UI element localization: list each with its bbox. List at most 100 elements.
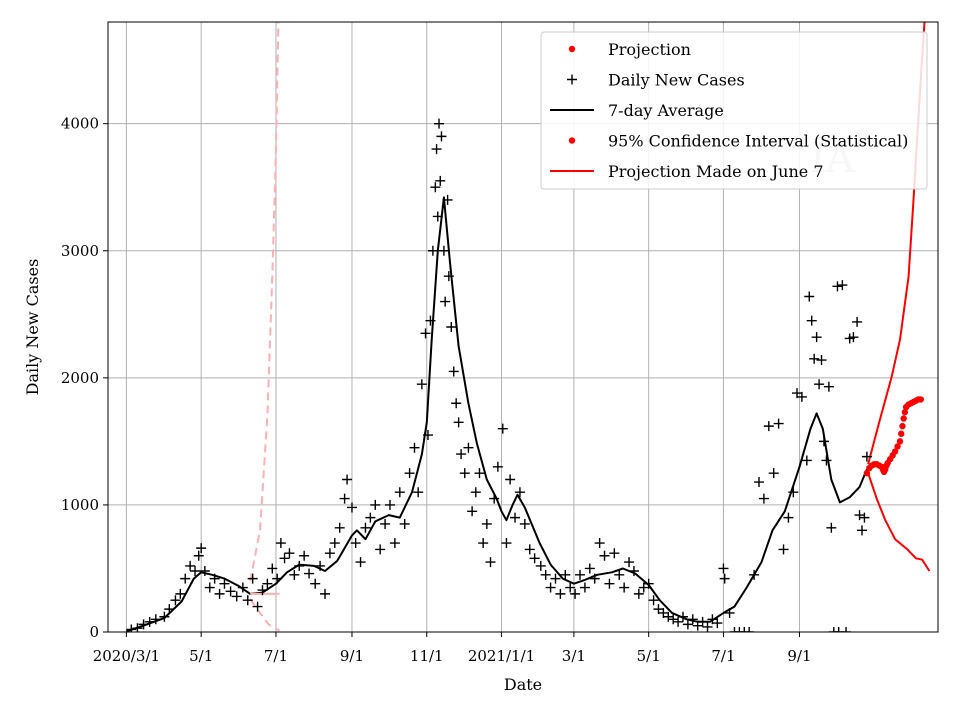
legend-label: 7-day Average (608, 101, 724, 120)
daily-case-marker (204, 582, 215, 593)
daily-case-marker (150, 614, 161, 625)
daily-case-marker (663, 611, 674, 622)
plot-frame (107, 21, 939, 633)
daily-case-marker (497, 423, 508, 434)
daily-case-marker (159, 611, 170, 622)
daily-case-marker (712, 618, 723, 629)
daily-case-marker (470, 487, 481, 498)
daily-case-marker (320, 588, 331, 599)
x-tick-label: 7/1 (711, 647, 735, 665)
daily-case-marker (289, 569, 300, 580)
daily-case-marker (409, 442, 420, 453)
daily-case-marker (673, 616, 684, 627)
daily-case-marker (190, 566, 201, 576)
daily-case-marker (467, 506, 478, 517)
x-tick-label: 9/1 (340, 647, 364, 665)
daily-case-marker (628, 566, 639, 576)
daily-case-marker (339, 493, 350, 504)
x-axis-label: Date (504, 675, 542, 694)
daily-case-marker (589, 573, 600, 584)
daily-case-marker (451, 398, 462, 409)
daily-case-marker (209, 573, 220, 584)
daily-case-marker (329, 538, 340, 549)
daily-new-cases-markers (126, 118, 872, 632)
legend-label: 95% Confidence Interval (Statistical) (608, 132, 908, 151)
x-tick-label: 11/1 (410, 647, 444, 665)
daily-case-marker (315, 560, 326, 571)
daily-case-marker (453, 417, 464, 428)
daily-case-marker (389, 538, 400, 549)
projection-dots (863, 396, 925, 477)
daily-case-marker (734, 627, 745, 632)
daily-case-marker (267, 563, 278, 574)
daily-case-marker (489, 493, 500, 504)
daily-case-marker (430, 182, 441, 193)
daily-case-marker (643, 578, 654, 589)
daily-case-marker (459, 468, 470, 479)
legend-marker-dot (568, 137, 576, 144)
daily-case-marker (579, 582, 590, 593)
projection-dot (891, 448, 899, 455)
daily-case-marker (334, 522, 345, 533)
daily-case-marker (275, 538, 286, 549)
daily-case-marker (505, 474, 516, 485)
daily-case-marker (463, 442, 474, 453)
daily-case-marker (599, 550, 610, 561)
series-line (126, 196, 868, 632)
daily-case-marker (310, 578, 321, 589)
daily-case-marker (252, 601, 263, 612)
daily-case-marker (519, 518, 530, 529)
daily-case-marker (719, 573, 730, 584)
daily-case-marker (565, 582, 576, 593)
daily-case-marker (848, 332, 859, 343)
daily-case-marker (619, 582, 630, 593)
daily-case-marker (262, 578, 273, 589)
daily-case-marker (375, 544, 386, 555)
daily-case-marker (214, 588, 225, 599)
daily-case-marker (818, 436, 829, 447)
daily-case-marker (231, 591, 242, 602)
daily-case-marker (823, 381, 834, 392)
daily-case-marker (420, 328, 431, 339)
daily-case-marker (837, 280, 848, 291)
daily-case-marker (687, 614, 698, 625)
x-tick-label: 5/1 (189, 647, 213, 665)
daily-case-marker (138, 619, 149, 630)
daily-case-marker (854, 510, 865, 521)
daily-case-marker (448, 366, 459, 377)
daily-case-marker (758, 493, 769, 504)
series-line (867, 472, 931, 572)
daily-case-marker (427, 245, 438, 256)
daily-case-marker (438, 245, 449, 256)
daily-case-marker (778, 544, 789, 555)
legend-marker-dot (568, 45, 576, 53)
daily-case-marker (811, 332, 822, 343)
daily-case-marker (806, 315, 817, 326)
daily-case-marker (399, 518, 410, 529)
daily-case-marker (510, 512, 521, 523)
daily-case-marker (365, 512, 376, 523)
daily-case-marker (394, 487, 405, 498)
daily-case-marker (749, 569, 760, 580)
x-tick-label: 7/1 (264, 647, 288, 665)
daily-case-marker (436, 131, 447, 142)
daily-case-marker (633, 588, 644, 599)
daily-case-marker (247, 573, 258, 584)
projection-dot (896, 438, 904, 445)
daily-case-marker (370, 499, 381, 510)
y-axis-ticks: 0 1000 2000 3000 4000 (61, 115, 108, 641)
legend-box (540, 31, 928, 190)
daily-case-marker (474, 468, 485, 479)
projection-dot (894, 443, 901, 450)
daily-case-marker (324, 548, 335, 559)
projection-dot (917, 396, 925, 403)
daily-case-marker (841, 627, 852, 632)
daily-case-marker (416, 379, 427, 390)
daily-case-marker (560, 569, 571, 580)
daily-case-marker (481, 518, 492, 529)
daily-case-marker (861, 451, 872, 462)
daily-case-marker (540, 569, 551, 580)
daily-case-marker (594, 538, 605, 549)
daily-case-marker (718, 563, 729, 574)
